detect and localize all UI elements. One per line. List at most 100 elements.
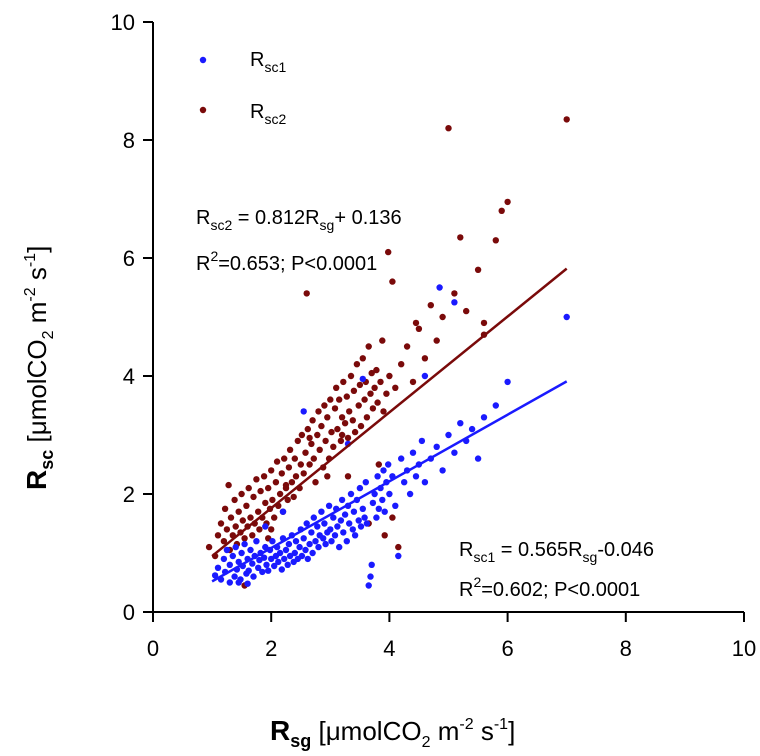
data-point-sc2: [373, 366, 380, 374]
data-point-sc1: [235, 579, 242, 586]
data-point-sc1: [303, 520, 310, 527]
data-point-sc1: [492, 402, 499, 409]
data-point-sc2: [256, 526, 263, 533]
data-point-sc2: [412, 319, 420, 327]
data-point-sc2: [343, 393, 350, 400]
data-point-sc2: [324, 414, 331, 421]
data-point-sc1: [309, 549, 316, 557]
data-point-sc1: [421, 372, 429, 380]
data-point-sc2: [302, 449, 309, 456]
legend-marker-sc1: [199, 56, 207, 64]
data-point-sc1: [241, 540, 248, 548]
data-point-sc1: [439, 467, 446, 474]
data-point-sc2: [300, 470, 307, 477]
data-point-sc2: [421, 355, 429, 362]
data-point-sc2: [336, 396, 343, 403]
y-tick-label: 10: [111, 10, 135, 35]
data-point-sc2: [480, 319, 488, 327]
data-point-sc1: [351, 532, 359, 539]
data-point-sc1: [327, 526, 334, 533]
fit-line-sc2: [211, 267, 568, 558]
data-point-sc2: [409, 378, 417, 386]
data-point-sc2: [403, 343, 411, 350]
data-point-sc1: [385, 461, 392, 468]
data-point-sc2: [337, 437, 345, 445]
data-point-sc1: [279, 508, 287, 515]
fit-line-sc1: [211, 380, 568, 583]
data-point-sc1: [328, 538, 335, 545]
data-point-sc2: [374, 399, 381, 406]
data-point-sc2: [324, 473, 331, 480]
data-points: [205, 116, 570, 589]
data-point-sc1: [253, 538, 260, 545]
data-point-sc2: [334, 425, 341, 433]
r-squared-sc2: R2=0.653; P<0.0001: [196, 248, 377, 275]
regression-annotation-sc2: Rsc2 = 0.812Rsg+ 0.136 R2=0.653; P<0.000…: [196, 207, 402, 275]
data-point-sc1: [265, 567, 272, 574]
data-point-sc1: [451, 449, 458, 456]
data-point-sc2: [298, 431, 306, 439]
data-point-sc1: [259, 568, 266, 576]
data-point-sc1: [359, 375, 366, 383]
data-point-sc1: [245, 567, 252, 574]
y-tick-label: 6: [123, 246, 135, 271]
data-point-sc1: [271, 562, 278, 570]
data-point-sc1: [375, 505, 382, 512]
data-point-sc1: [223, 546, 231, 554]
data-point-sc2: [272, 479, 280, 486]
x-tick-label: 8: [620, 636, 632, 661]
data-point-sc1: [409, 449, 417, 456]
data-point-sc1: [244, 580, 251, 587]
data-point-sc1: [268, 555, 275, 563]
data-point-sc2: [351, 428, 359, 436]
data-point-sc2: [395, 543, 402, 551]
data-point-sc2: [225, 481, 232, 489]
data-point-sc2: [227, 514, 235, 521]
data-point-sc2: [398, 361, 405, 368]
data-point-sc2: [231, 496, 238, 504]
data-point-sc2: [268, 467, 275, 474]
data-point-sc2: [375, 461, 382, 468]
data-point-sc1: [322, 540, 329, 548]
data-point-sc1: [338, 496, 346, 504]
data-point-sc2: [221, 505, 229, 512]
data-point-sc2: [341, 420, 349, 427]
data-point-sc1: [334, 523, 341, 530]
data-point-sc1: [350, 508, 358, 515]
data-point-sc1: [276, 549, 284, 557]
data-point-sc1: [247, 546, 254, 554]
data-point-sc1: [349, 526, 356, 533]
data-point-sc1: [249, 560, 256, 567]
data-point-sc2: [340, 378, 347, 386]
data-point-sc1: [220, 555, 228, 563]
data-point-sc2: [281, 455, 288, 462]
data-point-sc1: [369, 499, 377, 507]
data-point-sc1: [284, 561, 291, 568]
data-point-sc2: [439, 313, 446, 321]
data-point-sc2: [290, 493, 297, 501]
data-point-sc1: [226, 579, 233, 586]
data-point-sc2: [504, 198, 511, 206]
data-point-sc2: [322, 437, 329, 445]
data-point-sc1: [563, 313, 570, 321]
data-point-sc2: [379, 337, 386, 344]
data-point-sc1: [347, 490, 355, 498]
data-point-sc1: [260, 554, 268, 561]
data-point-sc2: [389, 278, 396, 285]
data-point-sc2: [241, 535, 248, 542]
data-point-sc2: [306, 434, 313, 442]
x-tick-label: 6: [501, 636, 513, 661]
data-point-sc2: [371, 384, 378, 391]
data-point-sc1: [285, 540, 293, 548]
data-point-sc2: [247, 514, 254, 521]
data-point-sc2: [255, 508, 262, 515]
y-tick-label: 4: [123, 364, 135, 389]
data-point-sc2: [238, 490, 245, 498]
data-point-sc2: [288, 479, 296, 486]
data-point-sc1: [359, 505, 366, 512]
data-point-sc2: [356, 381, 364, 389]
data-point-sc1: [282, 546, 290, 554]
data-point-sc2: [359, 355, 366, 362]
data-point-sc2: [291, 455, 298, 462]
